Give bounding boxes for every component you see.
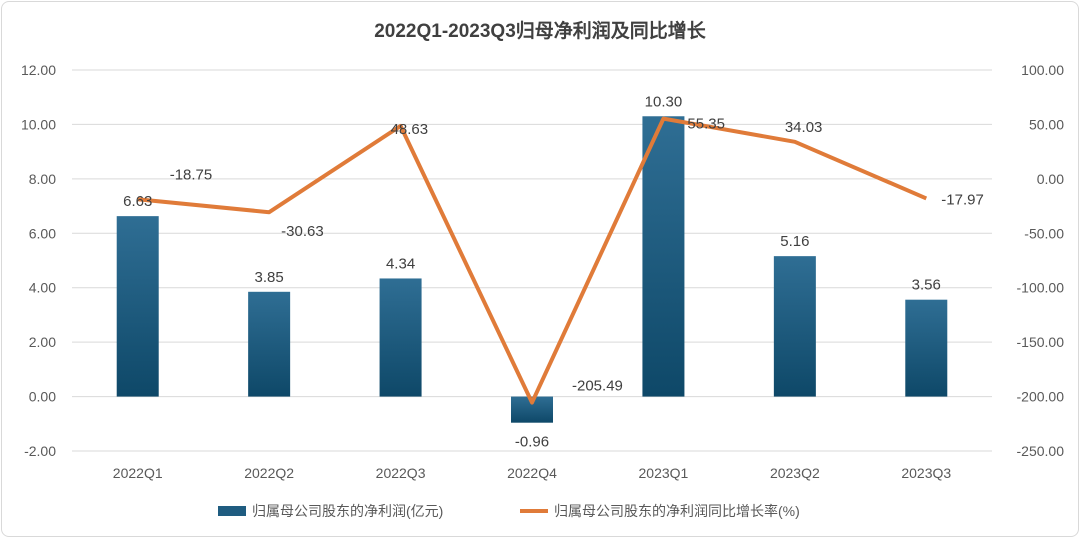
x-axis-tick-label: 2023Q3 <box>901 465 951 481</box>
right-axis-tick-label: -200.00 <box>1017 389 1065 405</box>
line-data-label: 48.63 <box>391 121 429 138</box>
chart-title: 2022Q1-2023Q3归母净利润及同比增长 <box>374 19 707 42</box>
line-data-label: -18.75 <box>170 166 213 183</box>
x-axis-tick-label: 2023Q1 <box>639 465 689 481</box>
bar <box>773 256 816 397</box>
bar-data-label: 3.56 <box>912 277 941 294</box>
bar-data-label: -0.96 <box>515 434 549 451</box>
bar-data-label: 3.85 <box>255 269 284 286</box>
line-data-label: 34.03 <box>785 119 823 136</box>
line-data-label: 55.35 <box>687 116 725 133</box>
x-axis-tick-label: 2022Q3 <box>376 465 426 481</box>
right-axis-tick-label: 100.00 <box>1021 62 1064 78</box>
x-axis-tick-label: 2022Q2 <box>244 465 294 481</box>
left-axis-tick-label: 4.00 <box>29 280 56 296</box>
bar-data-label: 5.16 <box>780 233 809 250</box>
left-axis-tick-label: 0.00 <box>29 389 56 405</box>
bar-data-label: 4.34 <box>386 255 415 272</box>
bar <box>642 116 685 397</box>
legend-line-label: 归属母公司股东的净利润同比增长率(%) <box>554 503 800 519</box>
left-axis-tick-label: 6.00 <box>29 225 56 241</box>
right-axis-tick-label: -150.00 <box>1017 334 1065 350</box>
bar <box>905 299 948 397</box>
x-axis-tick-label: 2023Q2 <box>770 465 820 481</box>
x-axis-tick-label: 2022Q1 <box>113 465 163 481</box>
growth-line <box>137 116 928 405</box>
right-axis-tick-label: 50.00 <box>1029 116 1064 132</box>
left-axis-tick-label: 2.00 <box>29 334 56 350</box>
right-axis-tick-label: -100.00 <box>1017 280 1065 296</box>
bar <box>248 291 291 397</box>
right-axis-tick-label: -250.00 <box>1017 443 1065 459</box>
right-axis-tick-label: 0.00 <box>1037 171 1064 187</box>
line-data-label: -30.63 <box>281 223 324 240</box>
left-axis-tick-label: 12.00 <box>21 62 56 78</box>
line-data-label: -17.97 <box>941 191 984 208</box>
right-axis-tick-label: -50.00 <box>1024 225 1064 241</box>
line-data-label: -205.49 <box>572 378 623 395</box>
legend-bar-swatch <box>218 506 246 516</box>
bar <box>116 216 159 397</box>
left-axis-tick-label: 10.00 <box>21 116 56 132</box>
x-axis-tick-label: 2022Q4 <box>507 465 557 481</box>
bar <box>379 278 422 397</box>
legend-bar-label: 归属母公司股东的净利润(亿元) <box>252 503 443 519</box>
left-axis-tick-label: 8.00 <box>29 171 56 187</box>
left-axis-tick-label: -2.00 <box>24 443 56 459</box>
bar-data-label: 10.30 <box>645 93 683 110</box>
bar-data-label: 6.63 <box>123 193 152 210</box>
